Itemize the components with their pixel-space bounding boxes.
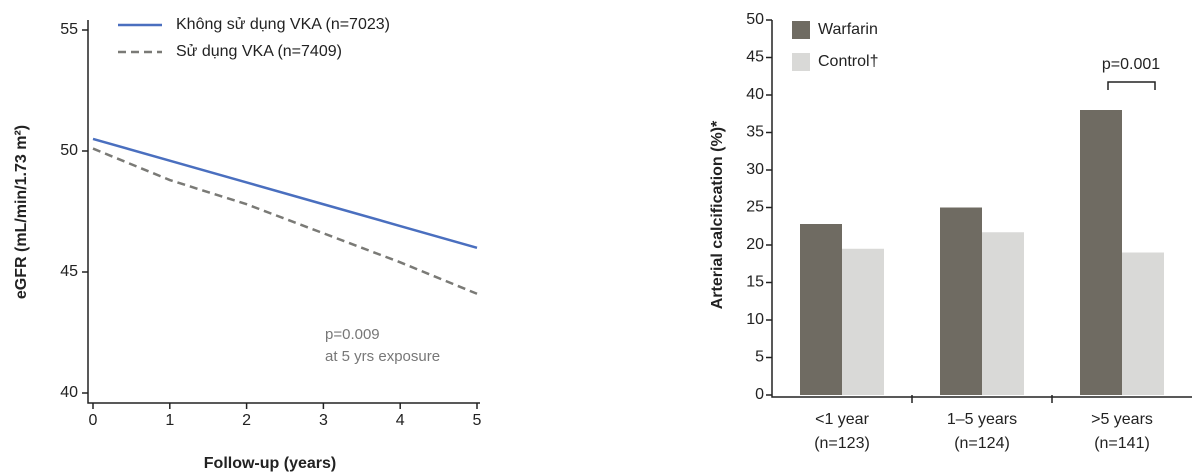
x-tick-label: <1 year xyxy=(815,411,869,428)
axis xyxy=(88,20,480,403)
y-tick-label: 30 xyxy=(746,161,764,178)
y-axis-label: eGFR (mL/min/1.73 m²) xyxy=(13,125,30,299)
y-axis-label: Arterial calcification (%)* xyxy=(709,120,726,309)
y-tick-label: 50 xyxy=(60,142,78,159)
legend-label: Control† xyxy=(818,53,878,70)
x-tick-label: 1–5 years xyxy=(947,411,1017,428)
bar xyxy=(1080,110,1122,395)
y-tick-label: 25 xyxy=(746,199,764,216)
legend-label: Warfarin xyxy=(818,21,878,38)
x-tick-label: 2 xyxy=(242,412,251,429)
bar xyxy=(1122,253,1164,396)
y-tick-label: 40 xyxy=(60,384,78,401)
y-tick-label: 20 xyxy=(746,236,764,253)
annotation: p=0.001 xyxy=(1102,56,1160,73)
annotation: at 5 yrs exposure xyxy=(325,348,440,365)
y-tick-label: 5 xyxy=(755,349,764,366)
x-tick-label: 4 xyxy=(396,412,405,429)
x-tick-label: (n=123) xyxy=(814,435,870,452)
x-tick-label: 1 xyxy=(165,412,174,429)
bar xyxy=(982,232,1024,395)
figure: Follow-up (years) eGFR (mL/min/1.73 m²) … xyxy=(0,0,1192,476)
bar xyxy=(940,208,982,396)
y-tick-label: 45 xyxy=(746,49,764,66)
legend-label: Không sử dụng VKA (n=7023) xyxy=(176,16,390,33)
x-tick-label: 0 xyxy=(89,412,98,429)
y-tick-label: 50 xyxy=(746,11,764,28)
y-tick-label: 40 xyxy=(746,86,764,103)
y-tick-label: 15 xyxy=(746,274,764,291)
legend-swatch xyxy=(792,53,810,71)
series-line xyxy=(93,139,477,248)
annotation: p=0.009 xyxy=(325,326,380,343)
x-tick-label: 5 xyxy=(473,412,482,429)
y-tick-label: 0 xyxy=(755,386,764,403)
x-tick-label: (n=124) xyxy=(954,435,1010,452)
y-tick-label: 35 xyxy=(746,124,764,141)
legend-label: Sử dụng VKA (n=7409) xyxy=(176,43,342,60)
x-tick-label: 3 xyxy=(319,412,328,429)
x-tick-label: (n=141) xyxy=(1094,435,1150,452)
series-line xyxy=(93,149,477,294)
y-tick-label: 55 xyxy=(60,21,78,38)
significance-bracket xyxy=(1108,82,1155,90)
x-axis-label: Follow-up (years) xyxy=(204,455,336,472)
x-tick-label: >5 years xyxy=(1091,411,1153,428)
y-tick-label: 45 xyxy=(60,263,78,280)
legend-swatch xyxy=(792,21,810,39)
bar xyxy=(842,249,884,395)
bar xyxy=(800,224,842,395)
y-tick-label: 10 xyxy=(746,311,764,328)
